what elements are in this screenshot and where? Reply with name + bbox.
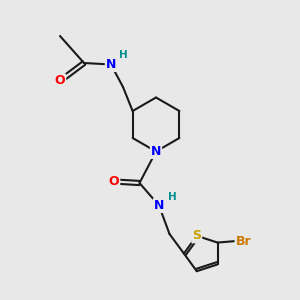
Text: Br: Br <box>236 235 251 248</box>
Text: O: O <box>109 175 119 188</box>
Text: S: S <box>192 229 201 242</box>
Text: O: O <box>55 74 65 88</box>
Text: H: H <box>119 50 128 60</box>
Text: N: N <box>151 145 161 158</box>
Text: H: H <box>168 192 177 202</box>
Text: N: N <box>154 199 164 212</box>
Text: N: N <box>106 58 116 71</box>
